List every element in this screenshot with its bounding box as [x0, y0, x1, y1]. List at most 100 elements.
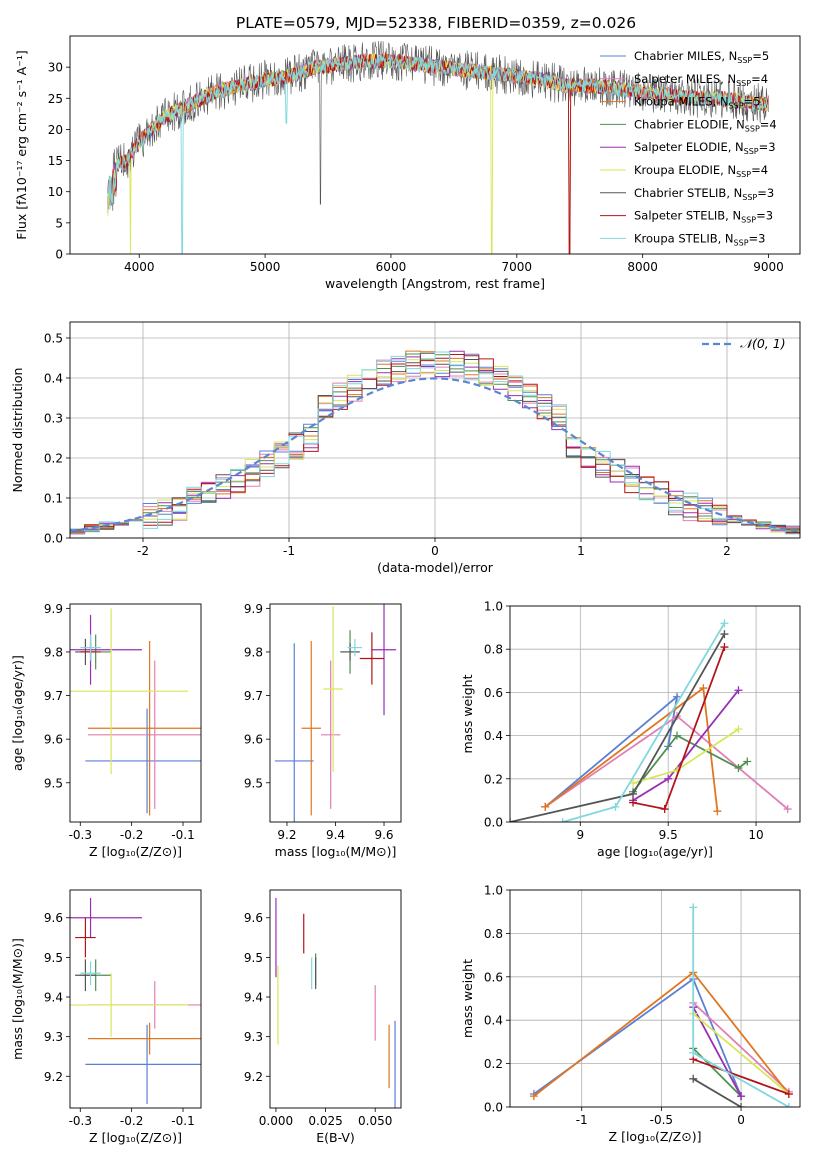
x-tick-label: -2 — [137, 544, 149, 558]
axes-frame — [69, 603, 202, 823]
y-axis-label: age [log₁₀(age/yr)] — [10, 655, 25, 771]
axes-frame — [69, 889, 202, 1109]
x-tick-label: 9.2 — [277, 828, 296, 842]
x-tick-label: 9 — [576, 828, 584, 842]
y-tick-label: 30 — [48, 61, 63, 75]
x-tick-label: 8000 — [627, 260, 658, 274]
y-tick-label: 9.9 — [44, 602, 63, 616]
weight-marker — [672, 731, 681, 740]
y-axis-label: mass [log₁₀(M/M⊙)] — [10, 938, 25, 1060]
x-tick-label: -0.3 — [69, 828, 92, 842]
weight-series-1 — [692, 1002, 790, 1093]
legend-label: Kroupa ELODIE, NSSP=4 — [634, 163, 768, 179]
x-axis-label: age [log₁₀(age/yr)] — [597, 844, 713, 859]
weight-marker — [720, 619, 729, 628]
weight-series-5 — [692, 1013, 790, 1095]
y-tick-label: 0.2 — [44, 452, 63, 466]
y-tick-label: 25 — [48, 92, 63, 106]
x-tick-label: -0.1 — [171, 1114, 194, 1128]
x-axis-label: Z [log₁₀(Z/Z⊙)] — [609, 1129, 702, 1144]
weight-marker — [720, 630, 729, 639]
legend-label: Chabrier MILES, NSSP=5 — [634, 49, 769, 65]
legend-label: Kroupa STELIB, NSSP=3 — [634, 231, 765, 247]
y-tick-label: 9.5 — [244, 776, 263, 790]
x-tick-label: 0.025 — [308, 1114, 342, 1128]
y-tick-label: 0.4 — [484, 1014, 503, 1028]
weight-marker — [611, 802, 620, 811]
weight-marker — [720, 643, 729, 652]
y-tick-label: 9.6 — [244, 733, 263, 747]
legend-label: Chabrier STELIB, NSSP=3 — [634, 186, 774, 202]
y-axis-label: mass weight — [460, 959, 475, 1038]
axes-frame — [69, 35, 801, 255]
y-tick-label: 0.2 — [484, 772, 503, 786]
y-axis-label: Flux [fλ10⁻¹⁷ erg cm⁻² s⁻¹ A⁻¹] — [14, 50, 29, 239]
weight-marker — [737, 1103, 746, 1107]
y-tick-label: 9.3 — [244, 1030, 263, 1044]
weight-marker — [629, 789, 638, 798]
y-tick-label: 15 — [48, 154, 63, 168]
weight-marker — [660, 805, 669, 814]
x-tick-label: -1 — [283, 544, 295, 558]
y-tick-label: 0.4 — [44, 372, 63, 386]
figure-title: PLATE=0579, MJD=52338, FIBERID=0359, z=0… — [236, 14, 636, 32]
y-tick-label: 0.2 — [484, 1057, 503, 1071]
weight-vs-age-plot-area — [510, 619, 792, 822]
y-tick-label: 9.8 — [244, 645, 263, 659]
weight-series-7 — [692, 1058, 790, 1095]
x-axis-label: E(B-V) — [316, 1130, 355, 1145]
y-tick-label: 0.0 — [484, 1101, 503, 1115]
spectrum-plot-area — [107, 40, 769, 254]
y-tick-label: 9.3 — [44, 1030, 63, 1044]
x-tick-label: 7000 — [502, 260, 533, 274]
x-axis-label: wavelength [Angstrom, rest frame] — [325, 276, 545, 291]
mass-vs-EBV-axes: 0.000 0.025 0.050 9.2 9.3 9.4 9.5 9.6 E(B-V) — [244, 889, 402, 1145]
mass-vs-Z-plot-area — [70, 897, 201, 1105]
axes-frame — [269, 603, 402, 823]
weight-series-4 — [692, 1006, 742, 1097]
weight-marker — [664, 774, 673, 783]
x-tick-label: 0 — [431, 544, 439, 558]
weight-series-1 — [544, 715, 789, 810]
weight-marker — [743, 757, 752, 766]
y-tick-label: 9.6 — [44, 733, 63, 747]
weight-marker — [734, 764, 743, 772]
y-tick-label: 1.0 — [484, 600, 503, 614]
weight-vs-age-axes: 9 9.5 10 0.0 0.2 0.4 0.6 0.8 1.0 age [log₁₀(age/y… — [460, 600, 801, 859]
y-tick-label: 0.3 — [44, 412, 63, 426]
x-tick-label: -0.3 — [69, 1114, 92, 1128]
x-tick-label: 5000 — [250, 260, 281, 274]
y-tick-label: 9.2 — [244, 1070, 263, 1084]
legend-label: Salpeter ELODIE, NSSP=3 — [634, 140, 776, 156]
x-tick-label: -1 — [576, 1113, 588, 1127]
x-tick-label: 6000 — [376, 260, 407, 274]
y-tick-label: 5 — [55, 216, 63, 230]
spectrum-series-8 — [107, 54, 769, 254]
x-axis-label: Z [log₁₀(Z/Z⊙)] — [89, 1130, 182, 1145]
x-tick-label: -0.1 — [171, 828, 194, 842]
weight-vs-Z-plot-area — [529, 903, 793, 1107]
x-tick-label: 0.050 — [358, 1114, 392, 1128]
x-tick-label: -0.2 — [120, 1114, 143, 1128]
weight-marker — [629, 798, 638, 807]
axes-frame — [509, 605, 801, 823]
y-tick-label: 9.7 — [244, 689, 263, 703]
y-tick-label: 9.8 — [44, 645, 63, 659]
y-tick-label: 9.5 — [244, 951, 263, 965]
y-tick-label: 9.4 — [244, 991, 263, 1005]
weight-marker — [737, 1092, 746, 1101]
legend-label: 𝒩(0, 1) — [740, 336, 786, 351]
weight-marker — [558, 818, 567, 822]
y-tick-label: 0.5 — [44, 332, 63, 346]
weight-marker — [783, 805, 792, 814]
legend-label: Kroupa MILES, NSSP=5 — [634, 95, 760, 111]
y-tick-label: 9.2 — [44, 1070, 63, 1084]
residuals-axes: -2 -1 0 1 2 0.0 0.1 0.2 0.3 0.4 0.5 (data-model)/er… — [10, 321, 801, 575]
axes-frame — [69, 321, 801, 539]
weight-marker — [689, 903, 698, 912]
weight-vs-Z-axes: -1 -0.5 0 0.0 0.2 0.4 0.6 0.8 1.0 Z [log₁₀(Z/Z⊙)]… — [460, 884, 801, 1144]
y-tick-label: 0.8 — [484, 643, 503, 657]
age-vs-Z-plot-area — [70, 608, 201, 816]
histogram-series-5 — [70, 359, 800, 533]
